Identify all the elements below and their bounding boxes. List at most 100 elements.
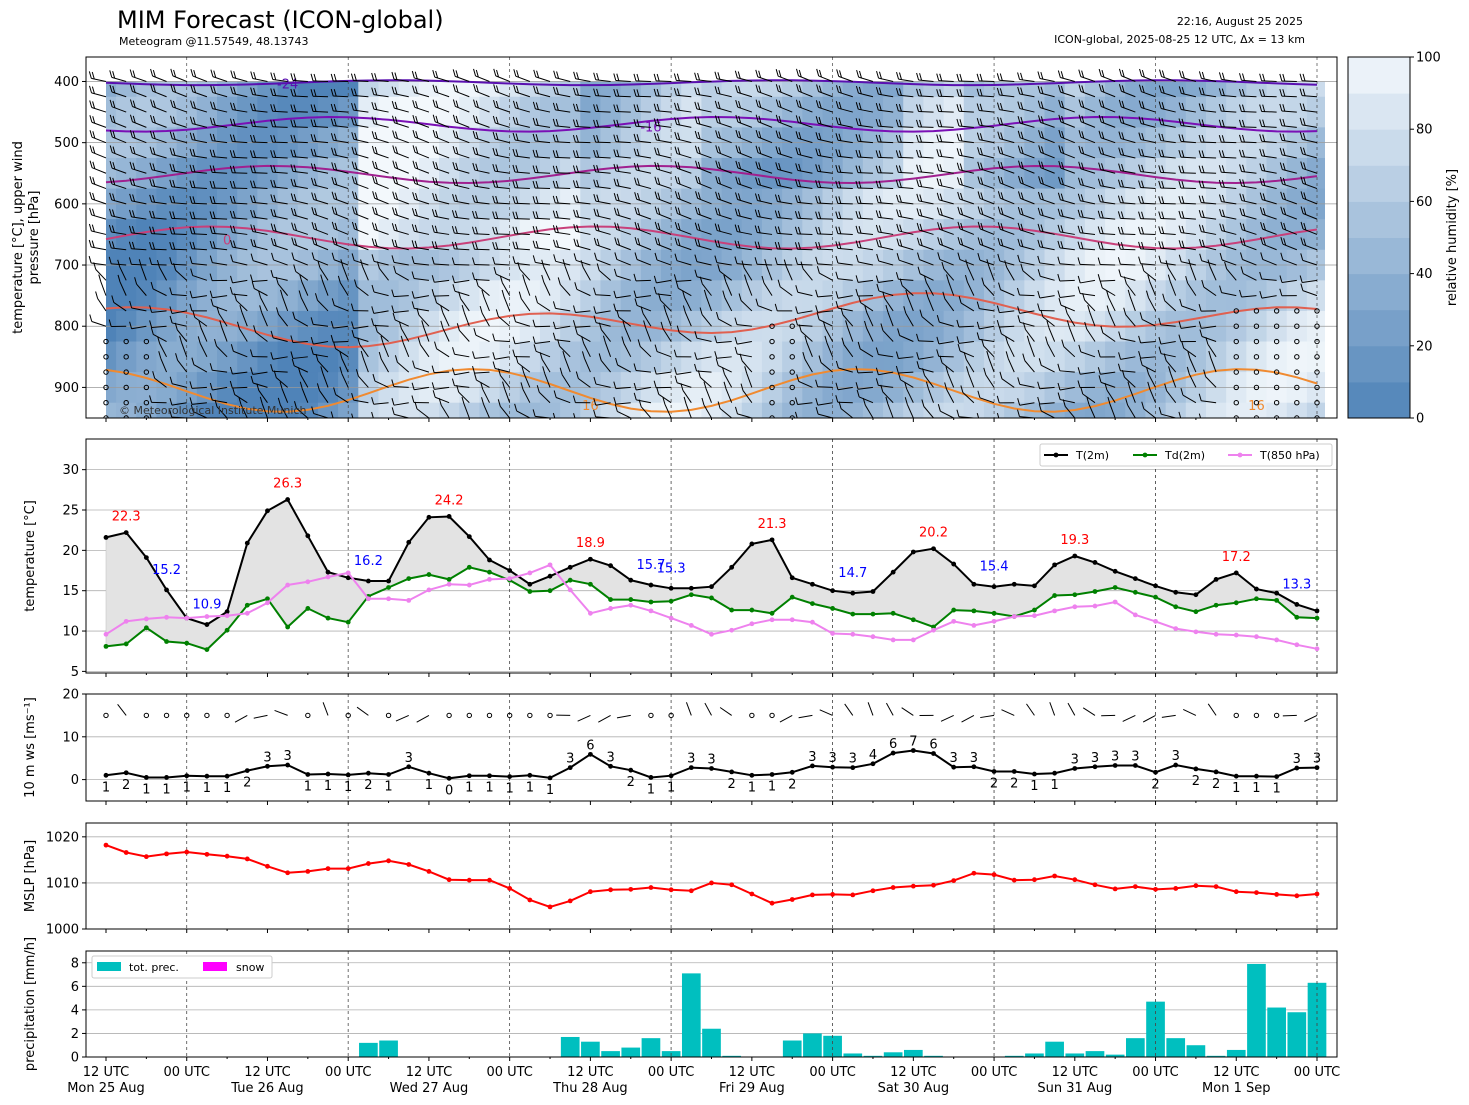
surface-wind-barb: [1161, 714, 1176, 718]
wind-barb-feather: [111, 209, 115, 217]
wind-barb: [281, 388, 289, 403]
wind-barb: [1019, 294, 1035, 297]
wind-barb-feather: [95, 291, 99, 299]
wind-barb-feather: [299, 381, 303, 389]
t850-point: [224, 613, 230, 619]
rh-cell: [479, 341, 501, 373]
td2m-point: [910, 617, 916, 623]
tmax-label: 21.3: [758, 517, 787, 532]
wind-speed-point: [1011, 769, 1017, 774]
wind-barb: [898, 156, 914, 159]
wind-barb: [292, 126, 308, 128]
wind-barb-feather: [229, 134, 233, 142]
t850-point: [769, 617, 775, 623]
wind-barb-feather: [392, 207, 396, 215]
wind-barb-feather: [169, 257, 173, 265]
wind-barb: [294, 318, 309, 327]
wind-barb-feather: [232, 165, 236, 173]
wind-barb-feather: [372, 160, 376, 169]
t850-point: [507, 576, 513, 581]
rh-cell: [1165, 341, 1187, 373]
wind-speed-label: 2: [1010, 776, 1018, 791]
temperature-ylabel-group: temperature [°C]: [23, 500, 38, 612]
wind-speed-label: 2: [627, 775, 635, 790]
wind-barb: [293, 259, 309, 266]
mslp-point: [648, 885, 654, 890]
wind-speed-label: 1: [1252, 781, 1260, 796]
td2m-point: [810, 601, 815, 607]
wind-barb-feather: [89, 130, 93, 138]
wind-barb: [373, 402, 389, 405]
wind-barb-feather: [330, 334, 334, 343]
wind-barb-feather: [333, 133, 337, 141]
wind-barb-feather: [351, 176, 355, 184]
wind-barb: [494, 248, 510, 251]
td2m-point: [1254, 596, 1259, 602]
wind-barb-feather: [230, 70, 234, 78]
wind-barb: [131, 263, 147, 266]
t2m-point: [910, 549, 916, 555]
mslp-point: [204, 851, 210, 857]
wind-barb-feather: [353, 73, 357, 81]
upper-ytick-label: 700: [54, 259, 79, 274]
t850-point: [709, 631, 714, 637]
wind-barb-feather: [190, 404, 194, 412]
wind-barb-feather: [351, 103, 354, 111]
wind-barb-feather: [293, 264, 297, 272]
wind-barb-feather: [189, 196, 193, 204]
calm-marker: [103, 338, 109, 345]
wind-barb-feather: [290, 119, 294, 127]
legend-label-t2m: T(2m): [1075, 449, 1109, 462]
wind-barb-feather: [190, 84, 194, 92]
t2m-point: [123, 530, 129, 535]
colorbar-segment: [1348, 309, 1410, 347]
td2m-point: [830, 606, 835, 611]
wind-barb: [918, 141, 934, 144]
wind-barb: [172, 383, 187, 388]
wind-barb: [362, 266, 369, 281]
wind-barb-feather: [158, 351, 162, 359]
wind-barb-feather: [270, 104, 274, 112]
wind-barb-feather: [230, 102, 233, 110]
td2m-point: [588, 581, 593, 587]
colorbar-tick-label: 20: [1416, 339, 1433, 354]
wind-barb-feather: [209, 196, 213, 204]
wind-barb: [151, 248, 167, 251]
rh-field: -24-16-24-24-8081616161616: [86, 57, 1337, 418]
rh-cell: [862, 219, 884, 251]
rh-cell: [862, 96, 884, 128]
wind-barb-feather: [169, 242, 173, 250]
wind-barb-feather: [170, 99, 174, 108]
wind-barb-feather: [293, 164, 297, 172]
wind-barb-feather: [372, 206, 376, 214]
wind-barb: [1160, 217, 1176, 220]
wind-barb-feather: [230, 254, 234, 262]
rh-cell: [883, 341, 904, 373]
rh-cell: [539, 219, 561, 251]
surface-wind-barb: [274, 709, 288, 716]
rh-cell: [317, 96, 339, 128]
wind-barb-feather: [311, 192, 315, 200]
calm-marker: [143, 400, 150, 406]
wind-barb-feather: [351, 132, 355, 140]
t850-point: [345, 570, 351, 576]
t2m-point: [567, 564, 573, 570]
t2m-point: [365, 578, 371, 584]
rh-cell: [1246, 402, 1268, 418]
wind-barb: [380, 358, 390, 373]
rh-cell: [1165, 219, 1187, 251]
wind-barb-feather: [374, 132, 378, 140]
wind-barb-feather: [213, 86, 217, 94]
wind-barb-feather: [169, 163, 173, 171]
wind-barb-feather: [89, 145, 93, 153]
wind-barb: [252, 156, 268, 159]
t2m-point: [668, 585, 674, 591]
wind-barb-feather: [192, 149, 196, 157]
t850-point: [325, 574, 331, 580]
wind-barb-feather: [233, 293, 237, 301]
wind-barb-feather: [169, 410, 173, 418]
isotherm-label: -24: [277, 78, 298, 93]
rh-cell: [519, 219, 541, 251]
surface-calm-marker: [648, 712, 654, 719]
t850-point: [668, 615, 674, 621]
